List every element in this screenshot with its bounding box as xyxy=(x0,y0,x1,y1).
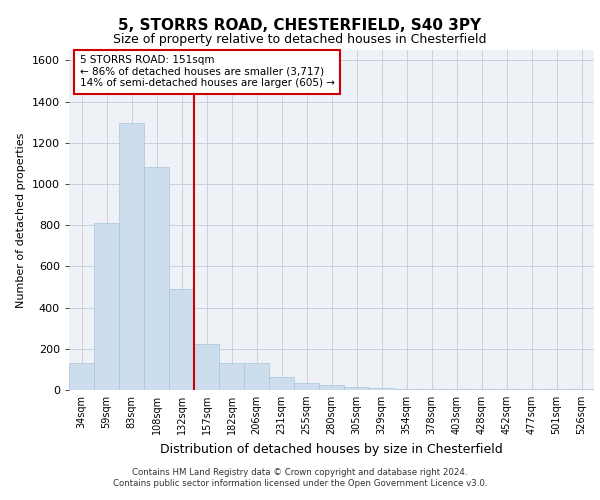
Bar xyxy=(494,389,519,390)
Bar xyxy=(319,385,344,390)
Bar xyxy=(69,363,94,390)
Bar xyxy=(444,389,469,390)
Bar xyxy=(269,376,294,390)
Bar xyxy=(569,389,594,390)
Bar xyxy=(194,344,219,390)
Bar xyxy=(169,289,194,390)
Bar xyxy=(119,123,144,390)
Bar xyxy=(219,363,244,390)
Bar xyxy=(294,383,319,390)
Y-axis label: Number of detached properties: Number of detached properties xyxy=(16,132,26,308)
Bar xyxy=(469,389,494,390)
Bar xyxy=(94,223,119,390)
X-axis label: Distribution of detached houses by size in Chesterfield: Distribution of detached houses by size … xyxy=(160,442,503,456)
Bar xyxy=(344,387,369,390)
Bar xyxy=(144,168,169,390)
Bar xyxy=(394,389,419,390)
Bar xyxy=(244,363,269,390)
Bar xyxy=(544,389,569,390)
Bar xyxy=(369,388,394,390)
Text: Size of property relative to detached houses in Chesterfield: Size of property relative to detached ho… xyxy=(113,32,487,46)
Text: 5 STORRS ROAD: 151sqm
← 86% of detached houses are smaller (3,717)
14% of semi-d: 5 STORRS ROAD: 151sqm ← 86% of detached … xyxy=(79,55,335,88)
Text: Contains HM Land Registry data © Crown copyright and database right 2024.
Contai: Contains HM Land Registry data © Crown c… xyxy=(113,468,487,487)
Text: 5, STORRS ROAD, CHESTERFIELD, S40 3PY: 5, STORRS ROAD, CHESTERFIELD, S40 3PY xyxy=(118,18,482,32)
Bar xyxy=(519,389,544,390)
Bar xyxy=(419,389,444,390)
